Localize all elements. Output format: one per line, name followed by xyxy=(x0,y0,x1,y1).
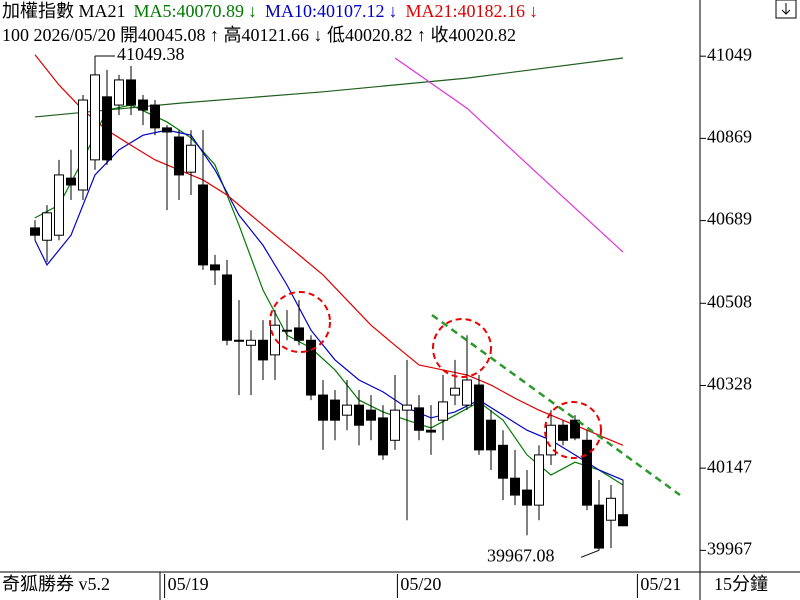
candle-body xyxy=(54,174,64,236)
annotation-label: 41049.38 xyxy=(117,44,185,64)
x-tick-label: 05/21 xyxy=(640,574,681,594)
annotations-shapes xyxy=(269,291,681,497)
annotation-leader xyxy=(580,549,600,558)
candle-body xyxy=(450,387,460,396)
candle-body xyxy=(534,454,544,506)
candle-body xyxy=(486,419,496,451)
header-row: 加權指數 MA21 MA5:40070.89 ↓ MA10:40107.12 ↓ MA21… xyxy=(2,1,538,21)
annotation-label: 39967.08 xyxy=(487,545,555,565)
candle-body xyxy=(522,489,532,506)
candle-body xyxy=(318,394,328,421)
candle-body xyxy=(150,104,160,129)
candle-body xyxy=(342,404,352,416)
legend-trend: ↓ xyxy=(248,1,257,21)
candle-body xyxy=(330,399,340,421)
candle-body xyxy=(102,96,112,161)
candle-body xyxy=(210,264,220,271)
footer-bg xyxy=(0,572,800,600)
candle-body xyxy=(606,497,616,521)
legend-entry: MA5:40070.89 xyxy=(134,1,245,21)
plot: 41049.38 39967.08 xyxy=(30,44,628,568)
x-tick-label: 05/20 xyxy=(400,574,441,594)
candle-body xyxy=(282,329,292,332)
ma-line xyxy=(394,57,624,253)
ma-line xyxy=(34,129,624,481)
candle-body xyxy=(390,409,400,441)
highlight-circle xyxy=(269,291,331,353)
candle-body xyxy=(126,79,136,106)
candle-body xyxy=(426,429,436,433)
candle-body xyxy=(186,144,196,173)
candle-body xyxy=(570,419,580,439)
candle-body xyxy=(78,99,88,191)
candle-body xyxy=(174,136,184,176)
candle-body xyxy=(510,477,520,496)
candle-body xyxy=(198,184,208,266)
title: 加權指數 MA21 xyxy=(2,1,126,21)
candle-body xyxy=(162,127,172,133)
candle-body xyxy=(30,227,40,236)
candle-body xyxy=(258,339,268,361)
legend-entry: MA10:40107.12 xyxy=(265,1,385,21)
header-bg xyxy=(0,0,543,47)
legend-entry: MA21:40182.16 xyxy=(406,1,526,21)
candle-body xyxy=(498,444,508,479)
candle-body xyxy=(366,409,376,421)
candle-body xyxy=(474,384,484,451)
candle-body xyxy=(438,401,448,421)
candle-body xyxy=(354,404,364,426)
candle-body xyxy=(294,327,304,341)
axis-bg xyxy=(700,0,800,572)
annotation-bg xyxy=(486,548,580,568)
candle-body xyxy=(90,74,100,161)
candle-body xyxy=(306,339,316,396)
candle-body xyxy=(414,407,424,431)
candle-body xyxy=(402,404,412,411)
menu-icon xyxy=(781,3,791,15)
app-name: 奇狐勝券 v5.2 xyxy=(2,574,110,594)
period: 15分鐘 xyxy=(714,574,768,594)
y-tick-label: 40689 xyxy=(707,209,752,229)
candle-body xyxy=(378,417,388,456)
candle-body xyxy=(42,212,52,241)
candle-body xyxy=(234,339,244,342)
y-tick-label: 40508 xyxy=(707,291,752,311)
y-tick-label: 39967 xyxy=(707,538,752,558)
x-tick-label: 05/19 xyxy=(168,574,209,594)
candle-body xyxy=(582,439,592,506)
highlight-circle xyxy=(544,401,602,459)
y-tick-label: 40147 xyxy=(707,456,752,476)
candle-body xyxy=(618,514,628,527)
candle-body xyxy=(558,424,568,441)
legend-trend: ↓ xyxy=(389,1,398,21)
candle-body xyxy=(462,379,472,406)
annotation-bg xyxy=(116,47,210,67)
ma-line xyxy=(34,54,624,446)
candle-body xyxy=(222,274,232,341)
candle-body xyxy=(114,79,124,106)
candle-body xyxy=(546,424,556,456)
candle-body xyxy=(246,339,256,346)
candle-body xyxy=(138,99,148,111)
highlight-circle xyxy=(432,318,492,378)
y-tick-label: 41049 xyxy=(707,44,752,64)
y-tick-label: 40869 xyxy=(707,127,752,147)
candle-body xyxy=(594,504,604,549)
trend-line xyxy=(431,313,681,497)
y-tick-label: 40328 xyxy=(707,374,752,394)
ohlc-info: 100 2026/05/20 開40045.08 ↑ 高40121.66 ↓ 低… xyxy=(2,25,516,45)
candle-body xyxy=(66,177,76,186)
legend-trend: ↓ xyxy=(529,1,538,21)
